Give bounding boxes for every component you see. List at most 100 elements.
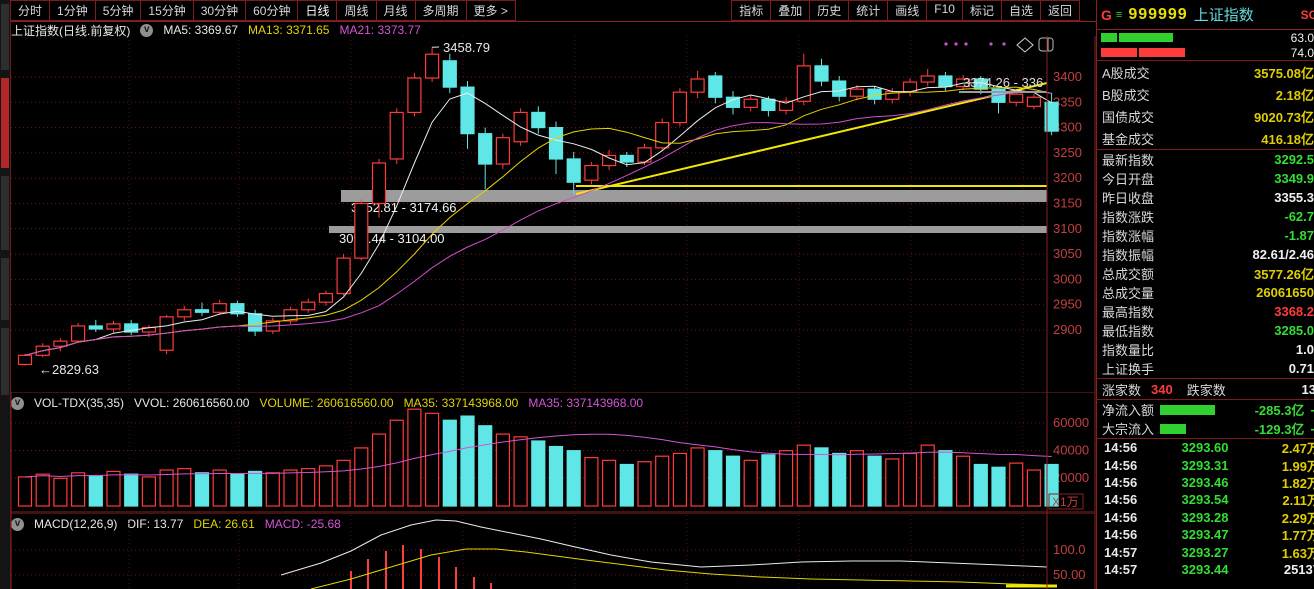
candle-body	[248, 313, 263, 332]
turnover-row: 基金成交 416.18亿	[1097, 127, 1314, 149]
toolbar-button-5[interactable]: F10	[926, 0, 963, 21]
left-tab-0[interactable]	[1, 4, 9, 70]
period-tab-1[interactable]: 1分钟	[49, 0, 96, 21]
macd-chart-canvas[interactable]: 100.0 50.00	[11, 513, 1096, 589]
ma21-label: MA21: 3373.77	[339, 23, 421, 37]
dif-label: DIF: 13.77	[127, 517, 184, 531]
volume-bar	[1044, 463, 1059, 507]
volume-bar	[106, 470, 121, 507]
panel-toggle-icon[interactable]	[1038, 37, 1054, 52]
ma5-label: MA5: 3369.67	[163, 23, 239, 37]
volume-bar	[318, 465, 333, 507]
main-chart-canvas[interactable]: 3400 3350 3300 3250 3200 3150 3100 3050 3000 2950…	[11, 36, 1096, 392]
tick-time: 14:56	[1104, 509, 1138, 525]
turnover-label: 基金成交	[1102, 131, 1155, 147]
decliners-label: 跌家数	[1186, 382, 1226, 398]
tick-time: 14:56	[1104, 527, 1138, 543]
candle-body	[194, 309, 210, 313]
chevron-down-icon[interactable]: v	[11, 396, 24, 410]
tick-row[interactable]: 14:57 3293.44 25137	[1097, 561, 1314, 578]
period-tab-6[interactable]: 日线	[297, 0, 338, 21]
gauge-value: 74.0	[1290, 45, 1314, 60]
candle-body	[336, 257, 351, 295]
tick-row[interactable]: 14:56 3293.54 2.11万	[1097, 491, 1314, 508]
left-tab-3[interactable]	[1, 258, 9, 320]
toolbar-button-0[interactable]: 指标	[731, 0, 772, 21]
vol-indicator-name: VOL-TDX(35,35)	[34, 396, 125, 410]
chevron-down-icon[interactable]: v	[140, 23, 154, 37]
tick-row[interactable]: 14:56 3293.28 2.29万	[1097, 509, 1314, 526]
tick-row[interactable]: 14:56 3293.47 1.77万	[1097, 526, 1314, 543]
volume-bar	[141, 476, 156, 507]
period-tab-10[interactable]: 更多 >	[465, 0, 516, 21]
candle-body	[354, 202, 369, 259]
period-tab-2[interactable]: 5分钟	[94, 0, 142, 21]
tick-volume: 1.99万	[1281, 458, 1314, 474]
toolbar-button-7[interactable]: 自选	[1000, 0, 1041, 21]
tick-row[interactable]: 14:56 3293.60 2.47万	[1097, 439, 1314, 456]
index-stat-row: 昨日收盘 3355.3	[1097, 188, 1314, 207]
period-tab-3[interactable]: 15分钟	[140, 0, 194, 21]
advancers-label: 涨家数	[1102, 382, 1142, 398]
strength-gauges: 63.0 74.0	[1097, 30, 1314, 61]
tick-row[interactable]: 14:56 3293.46 1.82万	[1097, 474, 1314, 491]
left-tab-4[interactable]	[1, 328, 9, 395]
low-price-label: ←2829.63	[39, 362, 99, 377]
volume-bar	[513, 436, 528, 507]
volume-bar	[354, 447, 369, 507]
candle-body	[1009, 93, 1024, 103]
period-tab-5[interactable]: 60分钟	[245, 0, 299, 21]
period-tab-4[interactable]: 30分钟	[192, 0, 247, 21]
left-tab-2[interactable]	[1, 176, 9, 250]
vol-axis-label: 40000	[1053, 443, 1089, 458]
candle-body	[796, 65, 811, 102]
toolbar-button-3[interactable]: 统计	[848, 0, 889, 21]
toolbar-button-2[interactable]: 历史	[809, 0, 850, 21]
y-axis-label: 2950	[1053, 297, 1082, 312]
candle-body	[708, 75, 723, 98]
volume-bar	[637, 461, 652, 507]
left-tab-1[interactable]	[1, 78, 9, 168]
period-tab-7[interactable]: 周线	[336, 0, 377, 21]
tick-time: 14:56	[1104, 440, 1138, 456]
tick-volume: 25137	[1283, 561, 1314, 577]
vol-axis-label: 60000	[1053, 415, 1089, 430]
tick-price: 3293.44	[1181, 561, 1229, 577]
toolbar-button-1[interactable]: 叠加	[770, 0, 811, 21]
volume-bar	[53, 477, 68, 507]
flow-extra-value: -4	[1310, 421, 1314, 436]
volume-bar	[460, 415, 475, 507]
y-axis-label: 3000	[1053, 271, 1082, 286]
index-stat-row: 指数涨跌 -62.7	[1097, 207, 1314, 226]
tick-time: 14:56	[1104, 492, 1138, 508]
candle-body	[938, 75, 953, 88]
tick-volume: 1.63万	[1281, 545, 1314, 561]
trend-line[interactable]	[575, 82, 1048, 195]
index-stat-value: 26061650	[1256, 285, 1314, 300]
candle-body	[442, 60, 457, 88]
period-tab-8[interactable]: 月线	[375, 0, 416, 21]
diamond-icon[interactable]	[1016, 37, 1034, 53]
volume-bar	[283, 469, 298, 507]
ma13-label: MA13: 3371.65	[248, 23, 330, 37]
volume-chart-canvas[interactable]: 60000 40000 20000 X1万	[11, 392, 1096, 513]
menu-icon[interactable]: ≡	[1115, 8, 1123, 21]
tick-row[interactable]: 14:57 3293.27 1.63万	[1097, 543, 1314, 561]
period-tab-0[interactable]: 分时	[10, 0, 51, 21]
tick-list[interactable]: 14:56 3293.60 2.47万 14:56 3293.31 1.99万 14:56 3…	[1097, 439, 1314, 578]
index-stat-label: 最高指数	[1102, 305, 1155, 320]
chart-title: 上证指数(日线.前复权)	[11, 23, 131, 38]
volume-bar	[495, 433, 510, 507]
y-axis-label: 3400	[1053, 69, 1082, 84]
macd-axis-label: 50.00	[1053, 567, 1086, 582]
left-tab-strip[interactable]	[0, 0, 11, 589]
toolbar-button-8[interactable]: 返回	[1039, 0, 1080, 21]
period-tab-9[interactable]: 多周期	[414, 0, 467, 21]
tick-row[interactable]: 14:56 3293.31 1.99万	[1097, 456, 1314, 474]
candle-body	[548, 126, 564, 160]
quote-header[interactable]: G ≡ 999999 上证指数 SG	[1097, 0, 1314, 30]
chevron-down-icon[interactable]: v	[11, 517, 24, 531]
volume-bar	[796, 444, 811, 507]
toolbar-button-4[interactable]: 画线	[887, 0, 928, 21]
toolbar-button-6[interactable]: 标记	[961, 0, 1002, 21]
